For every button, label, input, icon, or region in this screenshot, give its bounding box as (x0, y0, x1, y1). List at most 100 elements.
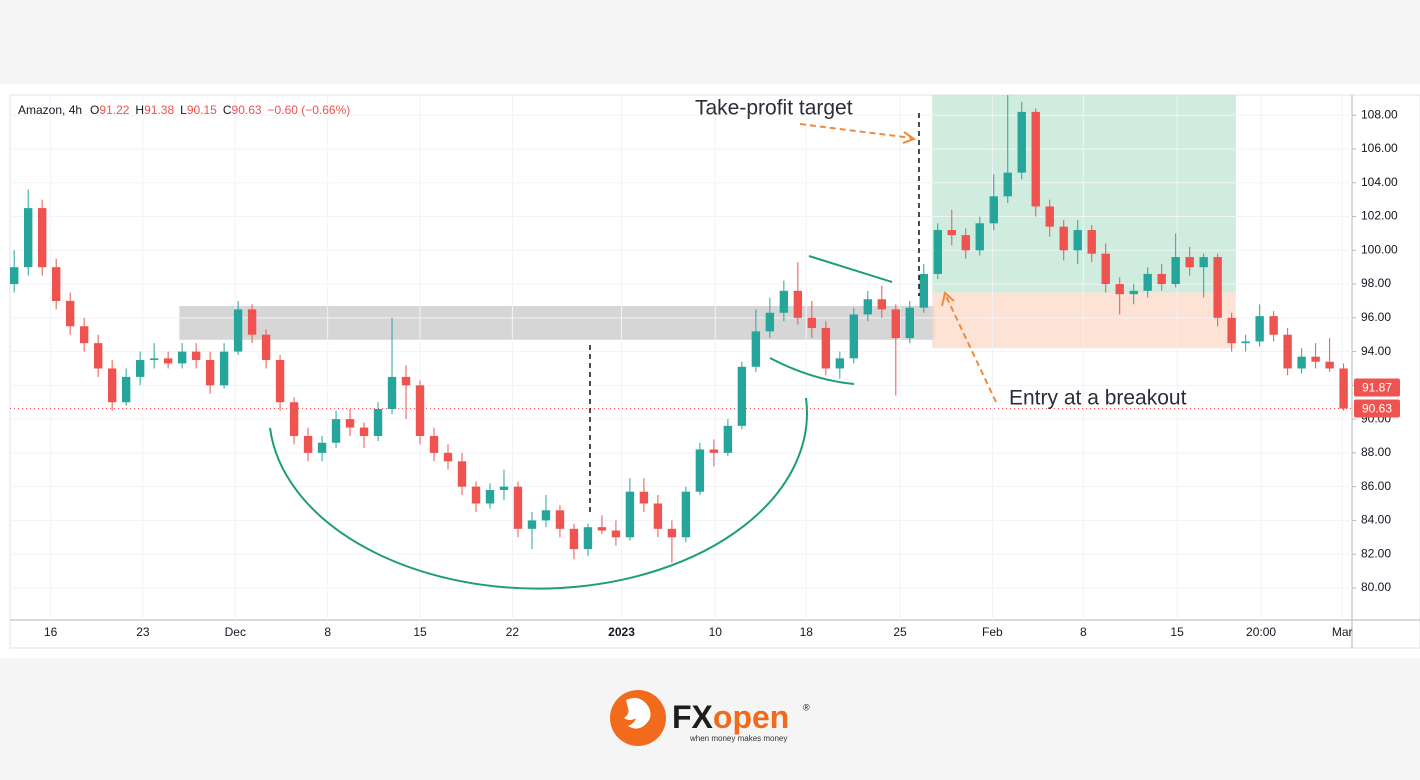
candle-body (569, 528, 579, 550)
candle-body (1171, 257, 1180, 285)
candle-body (863, 299, 873, 315)
candle-body (135, 360, 145, 377)
candle-body (541, 510, 551, 521)
ohlc-key: L (180, 103, 187, 117)
x-tick-label: 10 (709, 625, 723, 639)
logo-tagline: when money makes money (689, 734, 787, 743)
candle-body (149, 358, 159, 361)
candle-body (1297, 356, 1306, 369)
candle-body (471, 486, 481, 504)
logo-fx: FX (672, 699, 714, 735)
zone (932, 292, 1236, 349)
candle-body (583, 527, 593, 550)
x-tick-label: 16 (44, 625, 58, 639)
ohlc-value: 91.22 (99, 103, 129, 117)
logo-text: FXopen (672, 699, 789, 735)
candle-body (79, 326, 89, 344)
candle-body (625, 491, 635, 538)
candle-body (723, 425, 733, 453)
candle-body (793, 290, 803, 318)
candle-body (1311, 356, 1320, 362)
x-tick-label: 8 (1080, 625, 1087, 639)
candle-body (1017, 111, 1026, 173)
candle-body (919, 273, 928, 308)
handle-bottom (769, 357, 855, 385)
x-tick-label: 15 (1170, 625, 1184, 639)
ohlc-key: C (223, 103, 232, 117)
candle-body (289, 402, 299, 436)
candle-body (1115, 284, 1124, 295)
price-label-box (1354, 378, 1400, 397)
candle-body (1143, 273, 1152, 291)
candle-body (1227, 317, 1236, 344)
x-tick-label: 23 (136, 625, 150, 639)
candle-body (527, 520, 537, 529)
candle-body (1059, 226, 1068, 251)
candle-body (93, 343, 103, 369)
candle-body (233, 309, 243, 352)
candle-body (205, 360, 215, 386)
candle-body (639, 491, 649, 504)
overlay: Take-profit target Entry at a breakout (269, 97, 1187, 590)
candle-body (219, 351, 229, 386)
candle-body (1213, 257, 1222, 318)
handle-top (808, 255, 893, 283)
y-tick-label: 80.00 (1361, 580, 1391, 594)
candle-body (359, 427, 369, 436)
candle-body (807, 317, 817, 328)
candle-body (499, 486, 509, 491)
x-tick-label: 8 (324, 625, 331, 639)
x-tick-label: 20:00 (1246, 625, 1276, 639)
ohlc-value: 90.63 (232, 103, 262, 117)
candle-body (401, 376, 411, 386)
candle-body (555, 510, 565, 529)
candle-body (10, 267, 19, 285)
candle-body (1073, 230, 1082, 251)
logo-dragon (624, 698, 651, 729)
y-tick-label: 102.00 (1361, 209, 1398, 223)
y-tick-label: 84.00 (1361, 513, 1391, 527)
y-tick-label: 82.00 (1361, 546, 1391, 560)
candle-body (415, 385, 425, 436)
candle-body (1283, 334, 1292, 369)
candle-body (611, 530, 621, 538)
candle-body (1325, 361, 1334, 369)
x-tick-label: Feb (982, 625, 1003, 639)
candle-body (37, 208, 47, 268)
candle-body (737, 366, 747, 426)
candle-body (387, 376, 397, 409)
zone (932, 95, 1236, 293)
candle-body (835, 358, 845, 369)
y-tick-label: 100.00 (1361, 242, 1398, 256)
candle-body (1157, 273, 1166, 285)
candle-body (485, 490, 495, 504)
logo-registered: ® (803, 702, 810, 712)
candle-body (317, 442, 327, 453)
candle-body (1129, 290, 1138, 295)
candle-body (933, 230, 942, 274)
y-tick-label: 106.00 (1361, 141, 1398, 155)
price-label: 90.63 (1362, 402, 1392, 416)
x-tick-label: Dec (225, 625, 246, 639)
x-tick-label: Mar (1332, 625, 1353, 639)
candle-body (177, 351, 187, 364)
x-tick-label: 2023 (608, 625, 635, 639)
candle-body (905, 307, 914, 339)
symbol: Amazon, 4h (18, 103, 82, 117)
candle-body (513, 486, 523, 529)
y-tick-label: 98.00 (1361, 276, 1391, 290)
candle-body (107, 368, 117, 403)
y-tick-label: 86.00 (1361, 479, 1391, 493)
x-tick-label: 18 (800, 625, 814, 639)
candle-body (373, 408, 383, 436)
candle-body (821, 327, 831, 369)
take-profit-label: Take-profit target (695, 97, 853, 120)
x-tick-label: 22 (506, 625, 520, 639)
candle-body (667, 528, 677, 538)
candle-body (443, 452, 453, 462)
candle-body (975, 223, 984, 251)
candle-body (51, 267, 61, 301)
candle-body (303, 435, 313, 453)
y-tick-label: 88.00 (1361, 445, 1391, 459)
